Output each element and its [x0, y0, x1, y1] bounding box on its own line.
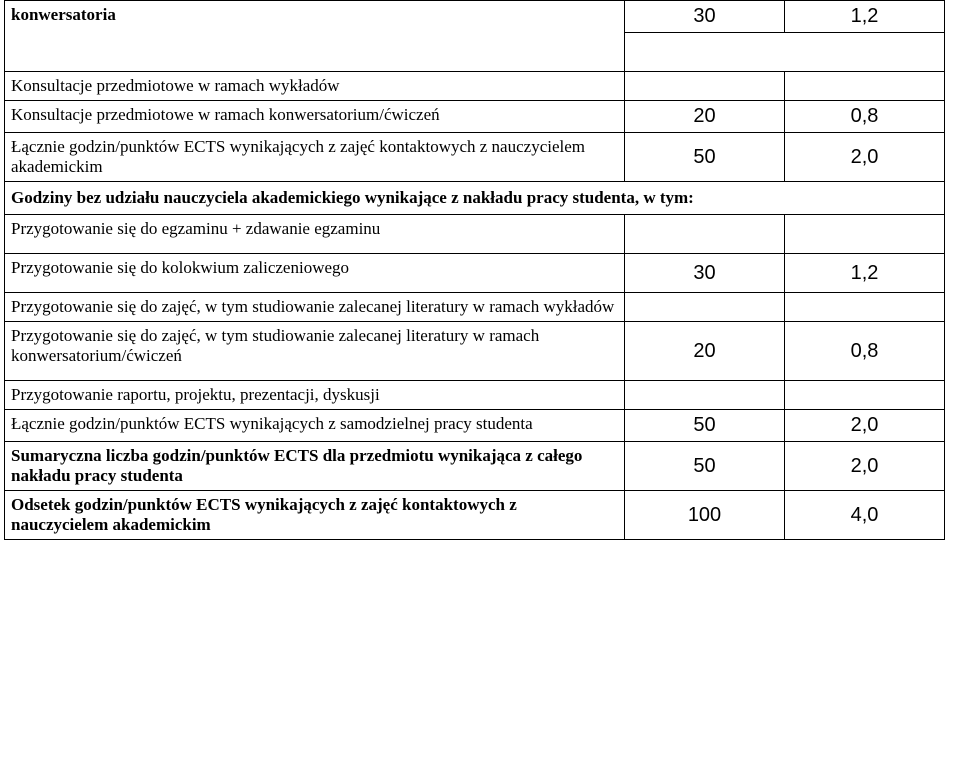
- ects-workload-table: konwersatoria 30 1,2 Konsultacje przedmi…: [4, 0, 945, 540]
- row-value-hours: 50: [625, 133, 785, 182]
- row-label: Konsultacje przedmiotowe w ramach wykład…: [5, 72, 625, 101]
- row-label: Łącznie godzin/punktów ECTS wynikających…: [5, 410, 625, 442]
- row-value-ects: 4,0: [785, 491, 945, 540]
- row-value-hours: [625, 72, 785, 101]
- row-value-hours: [625, 215, 785, 254]
- row-value-ects: [785, 381, 945, 410]
- table-row: Konsultacje przedmiotowe w ramach konwer…: [5, 101, 945, 133]
- table-row: Przygotowanie się do zajęć, w tym studio…: [5, 322, 945, 381]
- table-row: Łącznie godzin/punktów ECTS wynikających…: [5, 410, 945, 442]
- row-label: Odsetek godzin/punktów ECTS wynikających…: [5, 491, 625, 540]
- row-value-hours: 50: [625, 442, 785, 491]
- table-row: Przygotowanie raportu, projektu, prezent…: [5, 381, 945, 410]
- row-value-ects: [785, 72, 945, 101]
- row-value-ects: 1,2: [785, 254, 945, 293]
- row-label: Przygotowanie raportu, projektu, prezent…: [5, 381, 625, 410]
- row-value-ects: 2,0: [785, 410, 945, 442]
- row-value-hours: [625, 293, 785, 322]
- row-value-hours: 30: [625, 254, 785, 293]
- row-value-hours: 30: [625, 1, 785, 33]
- row-label: Przygotowanie się do zajęć, w tym studio…: [5, 293, 625, 322]
- row-value-ects: 0,8: [785, 101, 945, 133]
- row-label: Łącznie godzin/punktów ECTS wynikających…: [5, 133, 625, 182]
- row-label: konwersatoria: [5, 1, 625, 33]
- row-label: [5, 33, 625, 72]
- row-value-ects: [785, 293, 945, 322]
- table-row: Łącznie godzin/punktów ECTS wynikających…: [5, 133, 945, 182]
- row-label: Przygotowanie się do zajęć, w tym studio…: [5, 322, 625, 381]
- row-value-ects: 1,2: [785, 1, 945, 33]
- row-value-hours: [625, 381, 785, 410]
- table-row: Przygotowanie się do kolokwium zaliczeni…: [5, 254, 945, 293]
- row-value-ects: 2,0: [785, 133, 945, 182]
- row-label: Godziny bez udziału nauczyciela akademic…: [5, 182, 945, 215]
- row-label: Przygotowanie się do kolokwium zaliczeni…: [5, 254, 625, 293]
- row-value-hours: 50: [625, 410, 785, 442]
- row-label: Sumaryczna liczba godzin/punktów ECTS dl…: [5, 442, 625, 491]
- row-label: Konsultacje przedmiotowe w ramach konwer…: [5, 101, 625, 133]
- table-row-header: Godziny bez udziału nauczyciela akademic…: [5, 182, 945, 215]
- row-value-ects: [785, 215, 945, 254]
- table-row: Przygotowanie się do zajęć, w tym studio…: [5, 293, 945, 322]
- table-row: konwersatoria 30 1,2: [5, 1, 945, 33]
- row-label: Przygotowanie się do egzaminu + zdawanie…: [5, 215, 625, 254]
- table-row: Konsultacje przedmiotowe w ramach wykład…: [5, 72, 945, 101]
- row-value-hours: 20: [625, 101, 785, 133]
- row-value-hours: 100: [625, 491, 785, 540]
- row-value-hours: 20: [625, 322, 785, 381]
- row-value-ects: 2,0: [785, 442, 945, 491]
- table-row: Przygotowanie się do egzaminu + zdawanie…: [5, 215, 945, 254]
- table-row: Sumaryczna liczba godzin/punktów ECTS dl…: [5, 442, 945, 491]
- table-row: Odsetek godzin/punktów ECTS wynikających…: [5, 491, 945, 540]
- row-value-ects: 0,8: [785, 322, 945, 381]
- table-row: [5, 33, 945, 72]
- row-empty: [625, 33, 945, 72]
